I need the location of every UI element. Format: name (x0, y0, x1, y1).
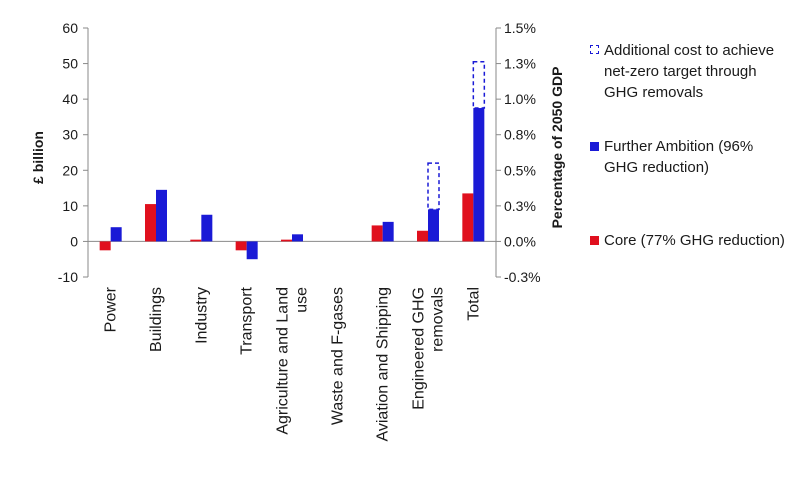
bar-core (190, 239, 202, 242)
y2-tick-label: 0.5% (504, 162, 536, 178)
legend-swatch-core (590, 236, 599, 245)
category-label-line: Power (103, 286, 120, 332)
category-label-line: Total (465, 287, 482, 321)
y2-tick-labels: 1.5% 1.3% 1.0% 0.8% 0.5% 0.3% 0.0% -0.3% (504, 20, 541, 285)
y-tick-label: 0 (70, 233, 78, 249)
legend-swatch-additional-cost (590, 45, 599, 54)
y2-tick-label: 1.5% (504, 20, 536, 36)
bar-further-ambition (201, 214, 213, 242)
y-tick-label: 30 (62, 127, 78, 143)
category-label-line: Agriculture and Land (275, 287, 292, 435)
y-tick-labels: 60 50 40 30 20 10 0 -10 (58, 20, 78, 285)
y-tick-label: -10 (58, 269, 78, 285)
category-label-line: removals (430, 287, 447, 352)
y2-axis-title: Percentage of 2050 GDP (549, 67, 565, 229)
bar-further-ambition (292, 234, 303, 242)
category-label: Engineered GHG removals (411, 287, 447, 410)
legend-label-further-ambition: Further Ambition (96% GHG reduction) (604, 138, 754, 176)
bars (99, 61, 486, 260)
category-label: Agriculture and Land use (275, 287, 311, 435)
y-tick-label: 40 (62, 91, 78, 107)
bar-core (281, 239, 292, 242)
bar-core (235, 241, 247, 251)
legend-item-core: Core (77% GHG reduction) (590, 230, 790, 251)
bar-further-ambition (246, 241, 258, 260)
bar-additional-cost (472, 61, 486, 109)
bar-core (99, 241, 111, 251)
category-label: Total (465, 287, 482, 321)
y-axis-title: £ billion (30, 131, 46, 184)
bar-further-ambition (110, 227, 122, 242)
category-labels: Power Buildings Industry Transport Agricultu… (103, 286, 483, 441)
category-label-line: Engineered GHG (411, 287, 428, 410)
category-label: Transport (239, 286, 256, 354)
legend-item-further-ambition: Further Ambition (96% GHG reduction) (590, 136, 790, 178)
y2-tick-label: 1.3% (504, 56, 536, 72)
y-tick-label: 50 (62, 56, 78, 72)
bar-core (417, 230, 428, 242)
category-label-line: Industry (193, 287, 210, 344)
bar-core (462, 193, 474, 242)
bar-further-ambition (428, 209, 439, 242)
y-tick-label: 10 (62, 198, 78, 214)
y-tick-label: 20 (62, 162, 78, 178)
category-label-line: use (294, 287, 311, 313)
bar-core (371, 225, 383, 242)
category-label: Power (103, 286, 120, 332)
y2-tick-label: 0.0% (504, 233, 536, 249)
legend-label-additional-cost: Additional cost to achieve net-zero targ… (604, 42, 775, 101)
bar-further-ambition (156, 189, 167, 242)
legend-item-additional-cost: Additional cost to achieve net-zero targ… (590, 40, 790, 103)
category-label-line: Aviation and Shipping (375, 287, 392, 442)
legend-swatch-further-ambition (590, 142, 599, 151)
category-label: Industry (193, 287, 210, 344)
bar-further-ambition (473, 108, 485, 242)
legend-label-core: Core (77% GHG reduction) (604, 232, 785, 249)
y2-tick-label: -0.3% (504, 269, 541, 285)
bar-core (145, 204, 156, 242)
y-tick-label: 60 (62, 20, 78, 36)
bar-further-ambition (382, 221, 394, 242)
y2-tick-label: 1.0% (504, 91, 536, 107)
y2-tick-label: 0.3% (504, 198, 536, 214)
bar-additional-cost (427, 162, 440, 211)
category-label: Waste and F-gases (329, 287, 346, 425)
category-label-line: Waste and F-gases (329, 287, 346, 425)
category-label: Buildings (148, 287, 165, 352)
category-label-line: Transport (239, 286, 256, 354)
category-label-line: Buildings (148, 287, 165, 352)
category-label: Aviation and Shipping (375, 287, 392, 442)
y2-tick-label: 0.8% (504, 127, 536, 143)
